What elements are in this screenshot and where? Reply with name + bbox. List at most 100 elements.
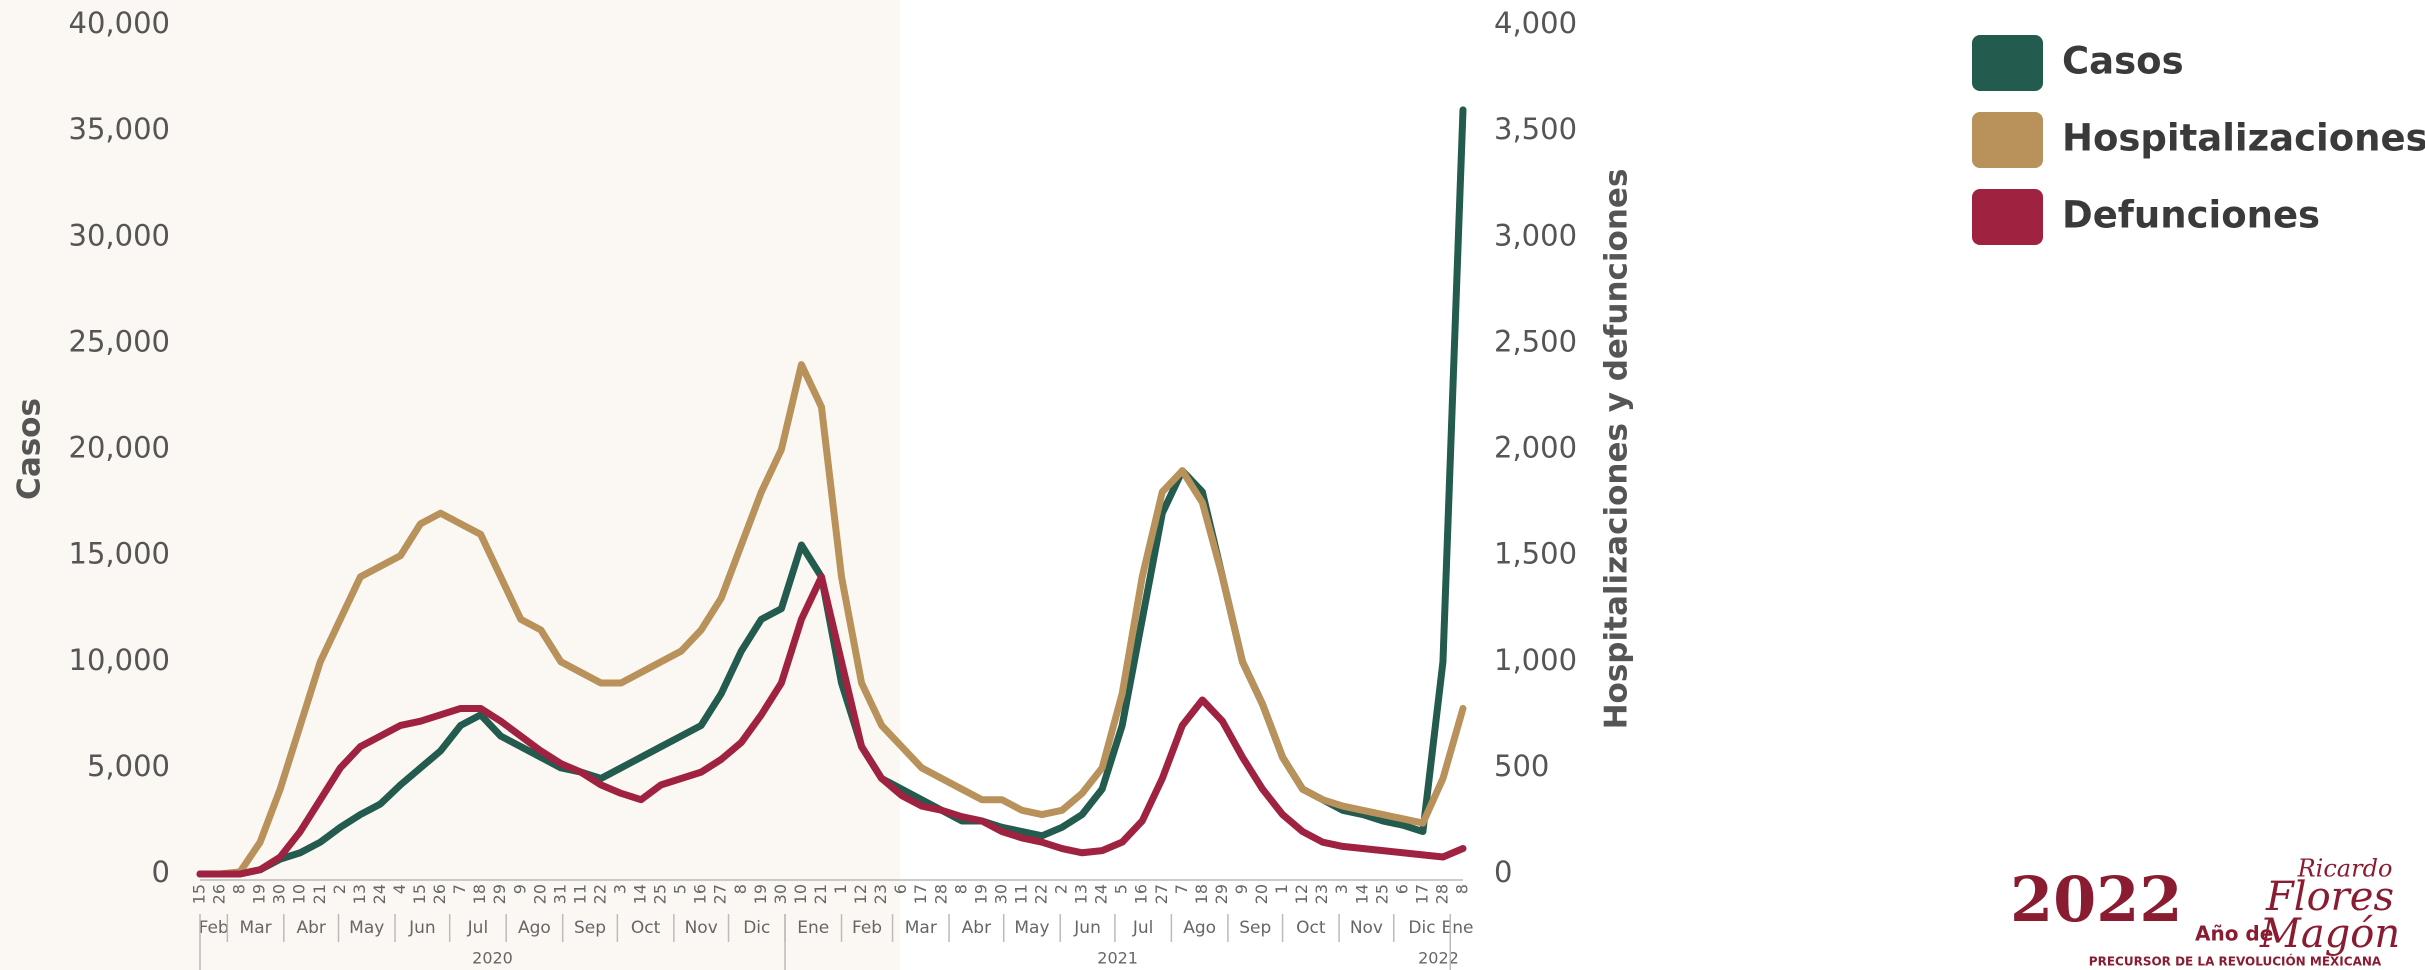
x-tick-label: 17 xyxy=(1412,884,1431,904)
y-tick-label: 40,000 xyxy=(69,6,170,40)
x-month-label: Ago xyxy=(518,918,551,938)
x-tick-label: 22 xyxy=(1032,884,1051,904)
x-tick-label: 10 xyxy=(791,884,810,904)
y-tick-label: 30,000 xyxy=(69,218,170,252)
x-tick-label: 1 xyxy=(1272,884,1291,894)
x-month-label: Jun xyxy=(1073,918,1101,938)
logo-name: Magón xyxy=(2259,911,2400,957)
x-tick-label: 21 xyxy=(310,884,329,904)
x-tick-label: 16 xyxy=(691,884,710,904)
x-tick-label: 6 xyxy=(1392,884,1411,894)
x-tick-label: 22 xyxy=(590,884,609,904)
x-tick-label: 3 xyxy=(611,884,630,894)
x-tick-label: 2 xyxy=(330,884,349,894)
x-tick-label: 28 xyxy=(931,884,950,904)
x-tick-label: 26 xyxy=(210,884,229,904)
x-tick-label: 25 xyxy=(651,884,670,904)
x-month-label: Sep xyxy=(1239,918,1271,938)
x-month-label: Jul xyxy=(467,918,489,938)
x-tick-label: 10 xyxy=(290,884,309,904)
y2-tick-label: 2,500 xyxy=(1494,324,1577,358)
x-tick-label: 8 xyxy=(1453,884,1472,894)
logo-name: Flores xyxy=(2265,874,2394,920)
x-tick-label: 6 xyxy=(891,884,910,894)
x-tick-label: 27 xyxy=(711,884,730,904)
x-tick-label: 7 xyxy=(450,884,469,894)
y2-tick-label: 3,000 xyxy=(1494,218,1577,252)
x-month-label: Abr xyxy=(296,918,325,938)
y2-axis-title: Hospitalizaciones y defunciones xyxy=(1599,169,1635,730)
y-tick-label: 0 xyxy=(152,855,170,889)
x-tick-label: 29 xyxy=(490,884,509,904)
x-tick-label: 30 xyxy=(771,884,790,904)
x-month-label: Mar xyxy=(240,918,272,938)
x-month-label: Ene xyxy=(1442,918,1474,938)
legend-label: Defunciones xyxy=(2062,194,2320,237)
x-tick-label: 12 xyxy=(1292,884,1311,904)
y2-tick-label: 4,000 xyxy=(1494,6,1577,40)
x-tick-label: 7 xyxy=(1172,884,1191,894)
x-tick-label: 17 xyxy=(911,884,930,904)
x-month-label: Abr xyxy=(962,918,991,938)
x-tick-label: 27 xyxy=(1152,884,1171,904)
x-tick-label: 16 xyxy=(1132,884,1151,904)
y2-tick-label: 0 xyxy=(1494,855,1512,889)
x-tick-label: 11 xyxy=(1011,884,1030,904)
x-month-label: Oct xyxy=(631,918,661,938)
x-month-label: Dic xyxy=(1408,918,1435,938)
x-tick-label: 23 xyxy=(1312,884,1331,904)
y-tick-label: 20,000 xyxy=(69,431,170,465)
x-month-label: Feb xyxy=(199,918,229,938)
x-tick-label: 24 xyxy=(370,884,389,904)
x-month-label: Dic xyxy=(743,918,770,938)
logo-prefix: Año de xyxy=(2195,922,2273,946)
x-tick-label: 26 xyxy=(430,884,449,904)
x-tick-label: 15 xyxy=(190,884,209,904)
legend-swatch xyxy=(1972,35,2043,91)
logo-year: 2022 xyxy=(2010,863,2183,936)
legend-swatch xyxy=(1972,112,2043,168)
x-year-label: 2021 xyxy=(1097,949,1138,968)
x-tick-label: 5 xyxy=(1112,884,1131,894)
legend-label: Hospitalizaciones xyxy=(2062,117,2425,160)
x-tick-label: 18 xyxy=(470,884,489,904)
x-month-label: Oct xyxy=(1296,918,1326,938)
x-month-label: Nov xyxy=(1350,918,1383,938)
x-tick-label: 24 xyxy=(1092,884,1111,904)
x-tick-label: 9 xyxy=(510,884,529,894)
legend-swatch xyxy=(1972,189,2043,245)
x-tick-label: 3 xyxy=(1332,884,1351,894)
y-tick-label: 35,000 xyxy=(69,112,170,146)
x-month-label: Feb xyxy=(852,918,882,938)
x-tick-label: 20 xyxy=(1252,884,1271,904)
x-tick-label: 1 xyxy=(831,884,850,894)
x-tick-label: 29 xyxy=(1212,884,1231,904)
y-tick-label: 25,000 xyxy=(69,324,170,358)
x-tick-label: 31 xyxy=(550,884,569,904)
x-month-label: Ago xyxy=(1183,918,1216,938)
x-tick-label: 23 xyxy=(871,884,890,904)
y-tick-label: 5,000 xyxy=(87,749,170,783)
x-tick-label: 5 xyxy=(671,884,690,894)
x-tick-label: 30 xyxy=(270,884,289,904)
y2-tick-label: 500 xyxy=(1494,749,1549,783)
x-tick-label: 2 xyxy=(1052,884,1071,894)
logo: 2022 Año de Ricardo Flores Magón PRECURS… xyxy=(2010,855,2400,969)
x-tick-label: 21 xyxy=(811,884,830,904)
x-tick-label: 19 xyxy=(751,884,770,904)
x-year-label: 2022 xyxy=(1418,949,1459,968)
x-tick-label: 19 xyxy=(971,884,990,904)
x-tick-label: 14 xyxy=(1352,884,1371,904)
x-tick-label: 15 xyxy=(410,884,429,904)
x-tick-label: 8 xyxy=(731,884,750,894)
x-tick-label: 13 xyxy=(1072,884,1091,904)
x-tick-label: 28 xyxy=(1432,884,1451,904)
x-tick-label: 9 xyxy=(1232,884,1251,894)
series-line xyxy=(196,361,1467,878)
y-tick-label: 15,000 xyxy=(69,537,170,571)
x-tick-label: 14 xyxy=(631,884,650,904)
x-month-label: May xyxy=(1014,918,1049,938)
x-tick-label: 4 xyxy=(390,884,409,894)
x-tick-label: 18 xyxy=(1192,884,1211,904)
